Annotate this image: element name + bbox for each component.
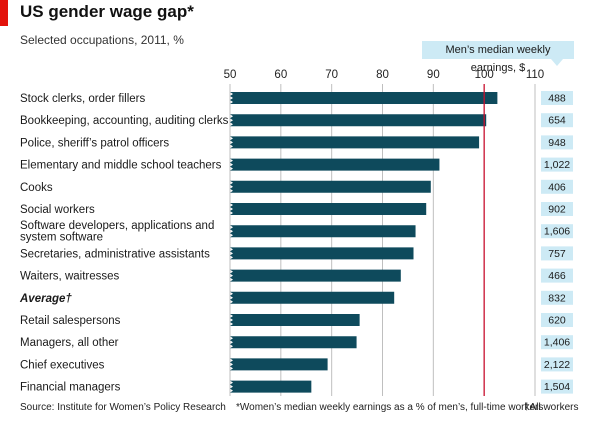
wage-gap-chart: 50 60 70 80 90 100 110 Stock clerks, order fill… [19,69,573,396]
bar-4 [230,180,431,193]
category-label-0: Stock clerks, order fillers [20,93,146,105]
bar-6 [230,225,416,238]
mens-earnings-header: Men’s median weekly earnings, $ [422,41,574,74]
x-tick-label-60: 60 [274,69,287,81]
mens-earnings-value-9: 832 [548,292,566,304]
x-tick-label-100: 100 [475,69,494,81]
mens-earnings-value-8: 466 [548,270,566,282]
mens-earnings-box-13 [541,379,573,394]
bar-0 [230,92,498,104]
footnote-all-workers: †All workers [524,402,579,413]
mens-earnings-value-3: 1,022 [544,159,570,171]
mens-earnings-value-10: 620 [548,315,566,327]
x-tick-label-70: 70 [325,69,338,81]
category-label-13: Financial managers [20,382,121,394]
mens-earnings-value-4: 406 [548,181,566,193]
mens-earnings-box-6 [541,224,573,239]
category-label-1: Bookkeeping, accounting, auditing clerks [20,115,229,127]
mens-earnings-value-11: 1,406 [544,337,570,349]
bar-5 [230,203,427,215]
bar-11 [230,336,357,349]
x-tick-label-90: 90 [427,69,440,81]
mens-earnings-box-1 [541,113,573,128]
category-label-7: Secretaries, administrative assistants [20,248,210,260]
mens-earnings-value-0: 488 [548,93,566,105]
mens-earnings-header-pointer [551,59,563,66]
bar-7 [230,247,414,260]
chart-title: US gender wage gap* [20,2,194,21]
category-label-8: Waiters, waitresses [20,271,120,283]
bar-13 [230,380,312,393]
mens-earnings-box-0 [541,91,573,105]
bar-1 [230,114,487,127]
mens-earnings-box-2 [541,135,573,150]
source-note: Source: Institute for Women’s Policy Res… [20,402,226,413]
mens-earnings-value-6: 1,606 [544,226,570,238]
category-label-5: Social workers [20,204,95,216]
x-tick-label-110: 110 [526,69,544,81]
mens-earnings-box-9 [541,290,573,305]
category-label-6: Software developers, applications and sys… [20,220,214,244]
category-label-11: Managers, all other [20,337,119,349]
category-label-4: Cooks [20,182,53,194]
x-tick-label-80: 80 [376,69,389,81]
mens-earnings-box-10 [541,313,573,327]
bar-3 [230,158,440,171]
chart-subtitle: Selected occupations, 2011, % [20,33,184,47]
x-tick-label-50: 50 [224,69,237,81]
mens-earnings-box-8 [541,268,573,283]
bar-10 [230,314,360,326]
category-label-9: Average† [19,293,72,305]
mens-earnings-value-7: 757 [548,248,566,260]
mens-earnings-box-4 [541,179,573,194]
mens-earnings-box-12 [541,357,573,372]
mens-earnings-value-13: 1,504 [544,381,570,393]
footnote-definition: *Women’s median weekly earnings as a % o… [236,402,544,413]
category-label-12: Chief executives [20,359,105,371]
brand-tab [0,0,8,26]
bar-2 [230,136,480,149]
bar-9 [230,291,395,304]
mens-earnings-value-1: 654 [548,115,566,127]
mens-earnings-box-5 [541,202,573,216]
mens-earnings-value-2: 948 [548,137,566,149]
mens-earnings-box-7 [541,246,573,261]
bar-8 [230,269,401,282]
mens-earnings-box-3 [541,157,573,172]
mens-earnings-value-5: 902 [548,204,566,216]
category-label-2: Police, sheriff’s patrol officers [20,137,169,149]
category-label-10: Retail salespersons [20,315,121,327]
mens-earnings-box-11 [541,335,573,350]
mens-earnings-value-12: 2,122 [544,359,570,371]
bar-12 [230,358,328,371]
category-label-3: Elementary and middle school teachers [20,160,222,172]
